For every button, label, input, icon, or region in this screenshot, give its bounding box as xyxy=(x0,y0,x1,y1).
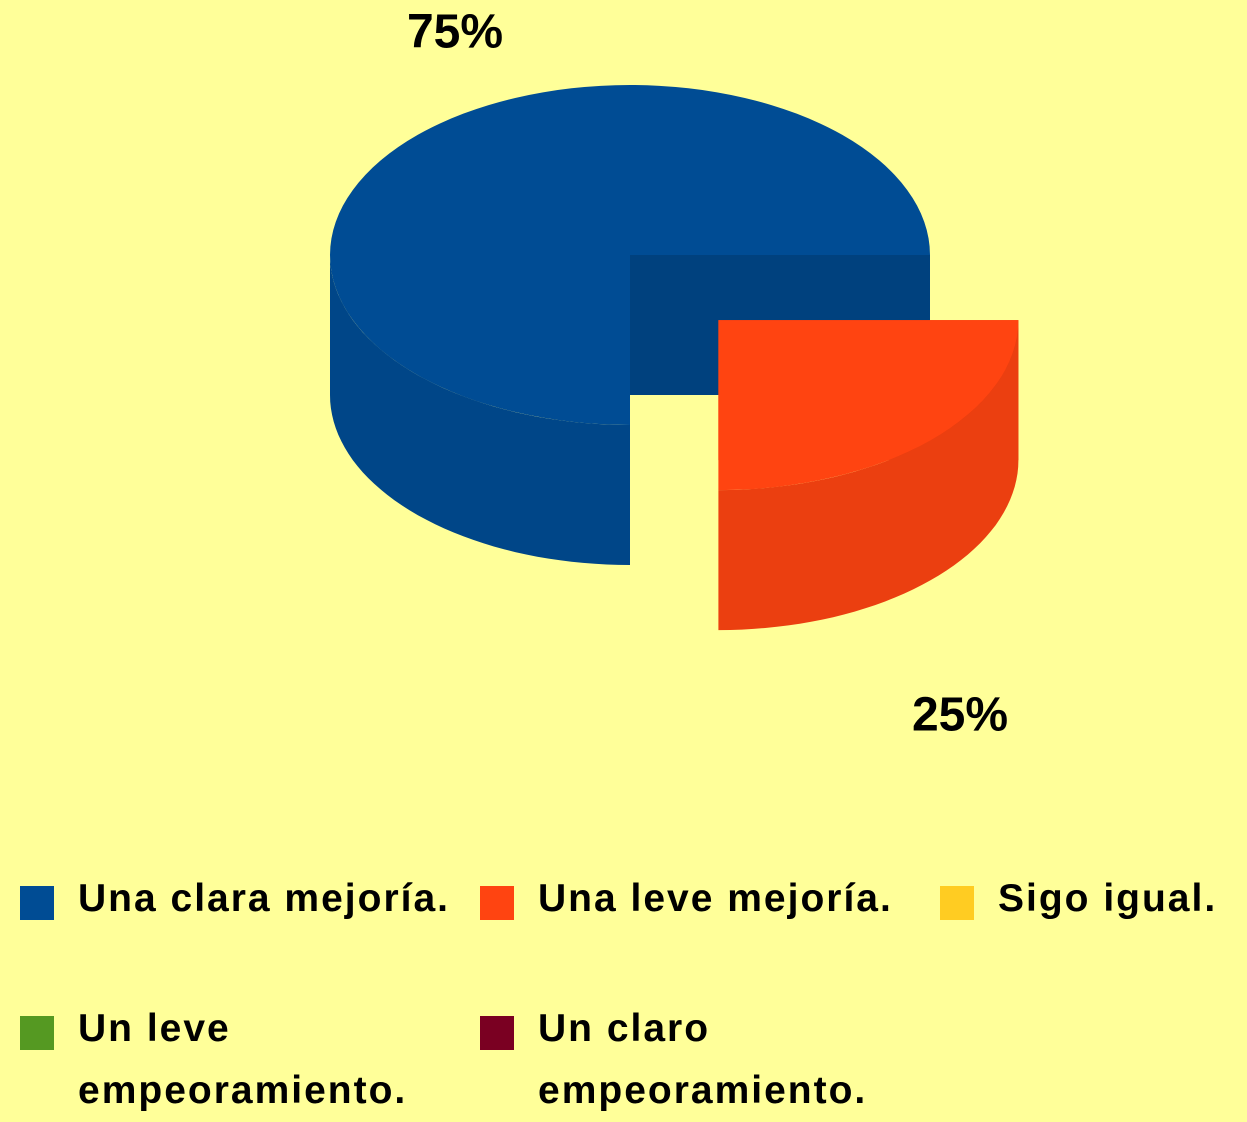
value-label: 25% xyxy=(912,689,1008,742)
pie-slice xyxy=(718,320,1019,491)
legend-label: Un leve empeoramiento. xyxy=(78,1007,408,1112)
legend-label: Un claro empeoramiento. xyxy=(538,1007,868,1112)
legend-label: Una clara mejoría. xyxy=(78,877,450,920)
legend-swatch xyxy=(940,886,974,920)
pie-slice xyxy=(330,85,930,425)
slice-side xyxy=(330,255,630,565)
legend-label: Sigo igual. xyxy=(998,877,1218,920)
legend-swatch xyxy=(480,886,514,920)
chart: 75% 25% xyxy=(330,6,1019,742)
legend-item: Un claro empeoramiento. xyxy=(480,1007,910,1122)
legend-swatch xyxy=(20,886,54,920)
legend-item: Un leve empeoramiento. xyxy=(20,1007,450,1122)
legend-item: Sigo igual. xyxy=(940,877,1247,930)
legend-label: Una leve mejoría. xyxy=(538,877,893,920)
slice-side xyxy=(718,320,1019,631)
legend-item: Una leve mejoría. xyxy=(480,877,910,930)
legend-swatch xyxy=(480,1016,514,1050)
value-label: 75% xyxy=(407,6,503,59)
legend-item: Una clara mejoría. xyxy=(20,877,450,930)
legend-swatch xyxy=(20,1016,54,1050)
